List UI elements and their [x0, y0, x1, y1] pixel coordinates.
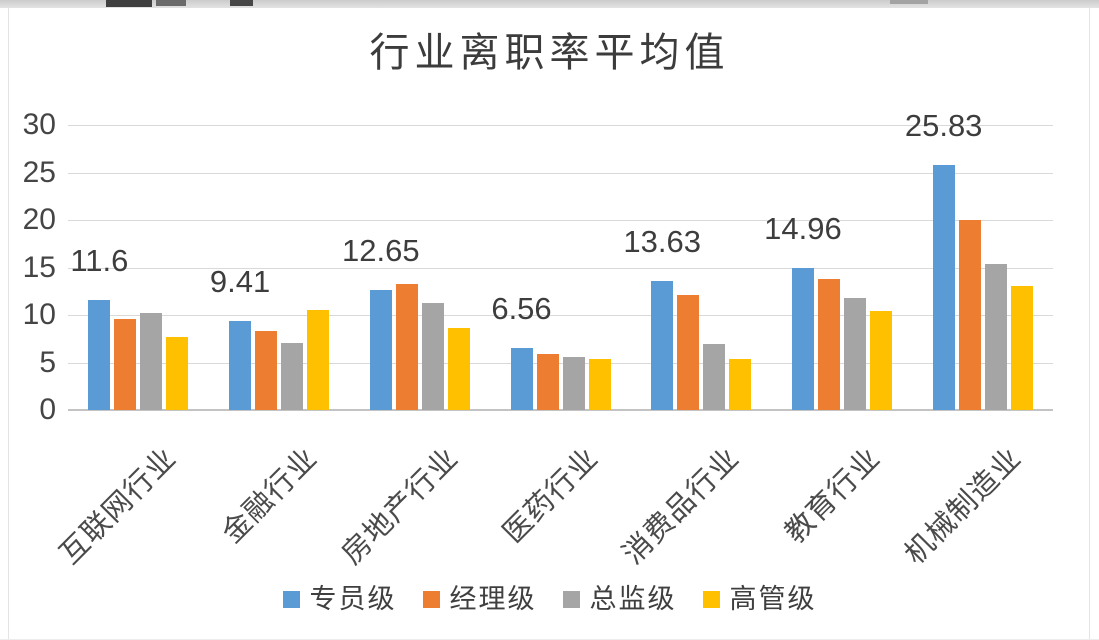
- bar-专员级-医药行业: [510, 347, 533, 410]
- legend-label: 专员级: [309, 584, 397, 614]
- bar-经理级-房地产行业: [395, 283, 418, 410]
- legend-item-专员级: 专员级: [282, 584, 397, 614]
- bar-专员级-金融行业: [229, 320, 252, 410]
- legend-swatch: [702, 590, 720, 608]
- gridline: [68, 172, 1053, 174]
- left-edge-line: [8, 8, 9, 640]
- y-axis-tick-label: 0: [39, 393, 56, 426]
- bar-专员级-机械制造业: [932, 164, 955, 410]
- right-edge-line: [1089, 8, 1090, 640]
- bar-高管级-金融行业: [307, 310, 330, 410]
- artifact-mark: [106, 0, 152, 7]
- bar-总监级-消费品行业: [703, 344, 726, 410]
- legend-label: 经理级: [449, 584, 537, 614]
- gridline: [68, 220, 1053, 221]
- bar-总监级-医药行业: [562, 356, 585, 410]
- legend-item-总监级: 总监级: [562, 584, 677, 614]
- legend-label: 高管级: [729, 584, 817, 614]
- gridline: [68, 315, 1053, 316]
- x-axis-category-label: 金融行业: [216, 442, 324, 550]
- x-axis-category-label: 消费品行业: [617, 442, 746, 571]
- chart-legend: 专员级 经理级 总监级 高管级: [0, 584, 1099, 614]
- gridline: [68, 362, 1053, 364]
- bar-高管级-消费品行业: [729, 358, 752, 410]
- legend-swatch: [562, 590, 580, 608]
- artifact-mark: [230, 0, 253, 6]
- bar-高管级-医药行业: [588, 358, 611, 410]
- legend-swatch: [282, 590, 300, 608]
- chart-title: 行业离职率平均值: [369, 30, 730, 75]
- artifact-mark: [890, 0, 928, 4]
- data-label: 12.65: [341, 232, 420, 268]
- cropped-text-artifact: [0, 0, 1099, 8]
- bar-总监级-教育行业: [843, 297, 866, 410]
- bar-高管级-互联网行业: [166, 336, 189, 410]
- y-axis-tick-label: 15: [22, 250, 56, 284]
- x-axis-category-label: 互联网行业: [54, 442, 183, 571]
- legend-item-经理级: 经理级: [422, 584, 537, 614]
- x-axis-category-label: 房地产行业: [335, 442, 465, 571]
- data-label: 13.63: [623, 223, 701, 259]
- data-label: 14.96: [764, 210, 842, 246]
- gridline: [68, 267, 1053, 269]
- legend-swatch: [422, 590, 440, 608]
- bar-经理级-消费品行业: [677, 295, 700, 410]
- bar-专员级-房地产行业: [369, 289, 392, 410]
- x-axis-category-label: 机械制造业: [898, 442, 1028, 571]
- data-label: 6.56: [491, 290, 552, 326]
- y-axis-tick-label: 25: [22, 155, 56, 189]
- x-axis-category-label: 医药行业: [497, 442, 606, 550]
- bar-高管级-机械制造业: [1010, 285, 1033, 410]
- bar-总监级-房地产行业: [421, 302, 444, 410]
- y-axis-tick-label: 10: [22, 298, 56, 331]
- bar-经理级-金融行业: [255, 331, 278, 410]
- bar-专员级-教育行业: [791, 267, 814, 410]
- bar-经理级-医药行业: [536, 353, 559, 410]
- bar-高管级-教育行业: [869, 311, 892, 410]
- x-axis-line: [68, 409, 1053, 411]
- data-label: 9.41: [209, 263, 271, 299]
- bar-高管级-房地产行业: [447, 328, 470, 410]
- legend-label: 总监级: [589, 584, 677, 614]
- y-axis-tick-label: 30: [22, 108, 56, 141]
- data-label: 11.6: [70, 242, 129, 278]
- y-axis-tick-label: 20: [22, 203, 56, 236]
- bar-经理级-机械制造业: [958, 220, 981, 410]
- bar-总监级-机械制造业: [984, 263, 1007, 410]
- bar-专员级-消费品行业: [651, 280, 674, 410]
- bar-专员级-互联网行业: [88, 299, 111, 410]
- bar-总监级-金融行业: [281, 342, 304, 410]
- y-axis-tick-label: 5: [39, 345, 56, 379]
- bar-总监级-互联网行业: [140, 313, 163, 410]
- gridline: [68, 125, 1053, 126]
- bar-经理级-教育行业: [817, 278, 840, 410]
- data-label: 25.83: [904, 107, 983, 143]
- artifact-mark: [156, 0, 186, 6]
- bar-经理级-互联网行业: [114, 318, 137, 410]
- legend-item-高管级: 高管级: [702, 584, 817, 614]
- x-axis-category-label: 教育行业: [779, 442, 887, 550]
